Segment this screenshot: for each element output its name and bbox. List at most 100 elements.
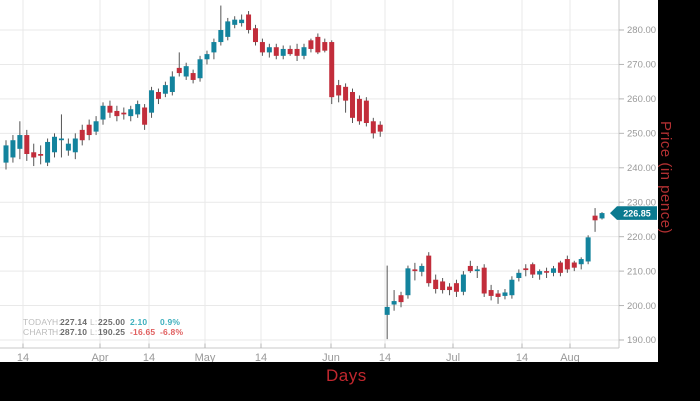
x-tick-label: 14: [255, 352, 267, 362]
candle-body: [266, 47, 272, 53]
gridlines: [0, 0, 619, 348]
candle-body: [384, 306, 390, 315]
candle-down: [176, 52, 182, 77]
candle-down: [412, 262, 418, 281]
candle-body: [398, 295, 404, 303]
candle-body: [585, 237, 591, 262]
candle-body: [322, 42, 328, 51]
chart-panel: 280.00 270.00 260.00 250.00 240.00 230.00 220.…: [0, 0, 658, 362]
candle-down: [370, 117, 376, 139]
candle-body: [557, 262, 563, 273]
candle-body: [218, 30, 224, 43]
y-tick-label: 210.00: [627, 266, 656, 277]
candle-up: [405, 265, 411, 299]
candle-down: [523, 264, 529, 277]
y-tick-label: 230.00: [627, 197, 656, 208]
candle-body: [225, 21, 231, 37]
x-tick-label: Jun: [322, 352, 340, 362]
candle-up: [474, 265, 480, 278]
candle-body: [142, 107, 148, 125]
candle-down: [530, 262, 536, 278]
legend-chart-label: CHART:: [23, 327, 55, 337]
badge-price-text: 226.85: [623, 208, 651, 218]
candle-down: [252, 24, 258, 46]
candle-body: [176, 67, 182, 74]
candle-up: [502, 289, 508, 300]
legend-today-low-value: 225.00: [98, 317, 126, 327]
candle-down: [343, 83, 349, 113]
legend-chart-high-key: H:: [52, 327, 61, 337]
candle-body: [315, 36, 321, 53]
candle-body: [356, 98, 362, 122]
legend-chart-low-value: 190.25: [98, 327, 126, 337]
candle-down: [259, 38, 265, 56]
candle-body: [149, 90, 155, 113]
candle-up: [384, 265, 390, 340]
candle-body: [363, 100, 369, 123]
candle-down: [86, 119, 92, 141]
candles: [3, 5, 605, 340]
candle-down: [350, 88, 356, 123]
candle-body: [72, 138, 78, 153]
x-tick-label: May: [195, 352, 216, 362]
candle-down: [107, 100, 113, 118]
candle-body: [100, 105, 106, 120]
candle-body: [377, 124, 383, 132]
candle-body: [211, 42, 217, 53]
x-tick-label: Apr: [91, 352, 108, 362]
candle-up: [45, 138, 51, 167]
candle-body: [343, 86, 349, 101]
y-tick-label: 270.00: [627, 60, 656, 71]
candle-up: [52, 133, 58, 158]
candle-body: [294, 48, 300, 56]
candle-up: [537, 269, 543, 280]
legend-today-high-key: H:: [52, 317, 61, 327]
candle-body: [440, 281, 446, 291]
candle-body: [467, 265, 473, 272]
candle-body: [252, 28, 258, 43]
candle-down: [114, 105, 120, 122]
candle-up: [128, 105, 134, 122]
candle-down: [190, 69, 196, 84]
badge-arrow: [610, 206, 657, 220]
candle-body: [412, 269, 418, 272]
legend-today-label: TODAY:: [23, 317, 55, 327]
candle-up: [149, 86, 155, 118]
candle-body: [564, 259, 570, 270]
candle-up: [17, 121, 23, 160]
candle-body: [24, 135, 30, 154]
candle-body: [128, 109, 134, 117]
candle-down: [315, 33, 321, 55]
legend-chart-percent: -6.8%: [160, 327, 184, 337]
candle-up: [280, 45, 286, 60]
y-tick-label: 260.00: [627, 94, 656, 105]
candle-body: [114, 110, 120, 117]
candle-up: [100, 102, 106, 125]
y-tick-label: 240.00: [627, 163, 656, 174]
candle-body: [370, 121, 376, 134]
axes-lines: [0, 0, 624, 349]
candle-down: [287, 45, 293, 56]
candle-body: [460, 274, 466, 292]
candle-body: [329, 42, 335, 98]
candle-up: [65, 138, 71, 156]
candlestick-plot[interactable]: 280.00 270.00 260.00 250.00 240.00 230.00 220.…: [0, 0, 658, 362]
candle-up: [3, 140, 9, 170]
candle-body: [509, 279, 515, 296]
candle-down: [440, 278, 446, 294]
candle-body: [246, 14, 252, 30]
candle-body: [550, 268, 556, 273]
candle-body: [183, 66, 189, 77]
candle-up: [135, 100, 141, 118]
candle-body: [544, 271, 550, 273]
candle-body: [523, 268, 529, 271]
candle-body: [537, 271, 543, 275]
candle-up: [599, 212, 605, 220]
candle-down: [495, 290, 501, 304]
candle-down: [447, 283, 453, 296]
y-axis-title: Price (in pence): [657, 121, 674, 235]
candle-body: [58, 138, 64, 141]
candle-body: [3, 145, 9, 163]
candle-body: [495, 293, 501, 297]
candle-body: [488, 290, 494, 296]
